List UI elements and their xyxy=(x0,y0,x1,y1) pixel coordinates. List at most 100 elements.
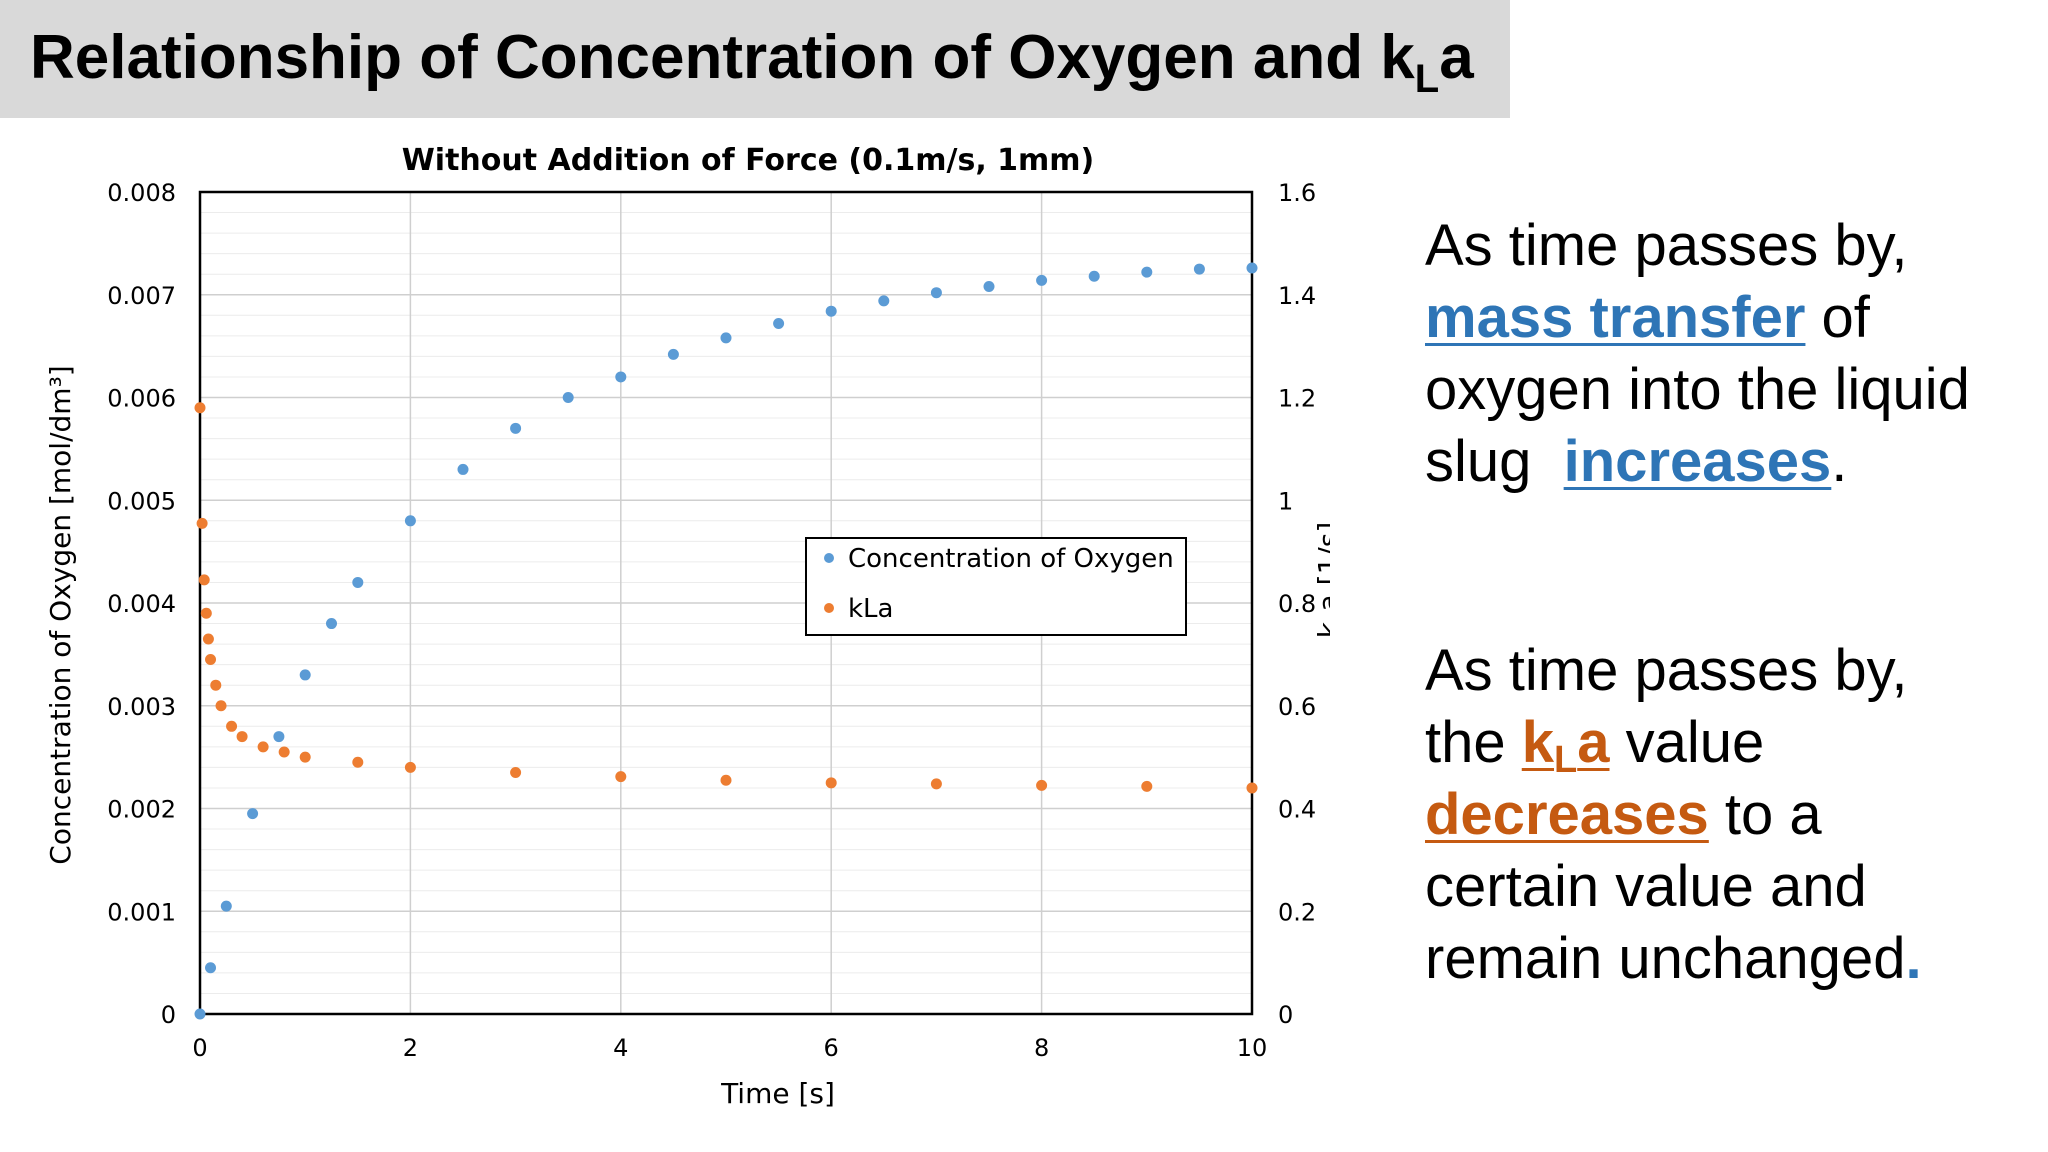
y-right-tick-label: 1.2 xyxy=(1278,385,1316,413)
page-title-subscript: L xyxy=(1414,57,1440,101)
data-point xyxy=(404,761,416,773)
data-point xyxy=(825,305,837,317)
x-tick-label: 2 xyxy=(403,1034,418,1062)
y-left-tick-label: 0.001 xyxy=(107,898,176,926)
data-point xyxy=(720,774,732,786)
highlight-kla-a: a xyxy=(1577,710,1610,775)
y-right-tick-label: 1 xyxy=(1278,487,1293,515)
data-point xyxy=(510,767,522,779)
grid-layer xyxy=(200,192,1252,1014)
y-right-axis-label: kLa [1/s] xyxy=(1312,522,1330,639)
y-left-tick-label: 0.003 xyxy=(107,693,176,721)
panel-2-line-1: As time passes by, xyxy=(1425,638,1908,703)
data-point xyxy=(825,777,837,789)
panel-1-line-2: mass transfer of xyxy=(1425,282,2025,354)
x-tick-label: 8 xyxy=(1034,1034,1049,1062)
highlight-decreases: decreases xyxy=(1425,782,1709,847)
data-point xyxy=(983,281,995,293)
data-point xyxy=(510,422,522,434)
data-point xyxy=(667,348,679,360)
panel-2-before-1: the xyxy=(1425,710,1522,775)
data-point xyxy=(200,607,212,619)
panel-1-line-1: As time passes by, xyxy=(1425,213,1908,278)
data-point xyxy=(1193,263,1205,275)
data-point xyxy=(198,574,210,586)
y-left-tick-label: 0.006 xyxy=(107,385,176,413)
series-kla xyxy=(194,402,1258,794)
data-point xyxy=(720,332,732,344)
x-tick-label: 4 xyxy=(613,1034,628,1062)
y-right-tick-label: 0.2 xyxy=(1278,898,1316,926)
panel-2-after-2: to a xyxy=(1708,782,1822,847)
y-left-tick-label: 0.008 xyxy=(107,179,176,207)
page-title-tail: a xyxy=(1439,23,1474,92)
data-point xyxy=(205,962,217,974)
legend-marker-oxygen xyxy=(824,553,834,563)
legend: Concentration of Oxygen kLa xyxy=(805,537,1187,636)
y-left-tick-label: 0.002 xyxy=(107,796,176,824)
series-oxygen xyxy=(194,262,1258,1020)
panel-1-after-2: . xyxy=(1831,429,1848,494)
data-point xyxy=(1036,779,1048,791)
legend-label-oxygen: Concentration of Oxygen xyxy=(848,544,1174,574)
data-point xyxy=(210,679,222,691)
data-point xyxy=(773,318,785,330)
panel-2-line-3: decreases to a xyxy=(1425,779,2025,851)
y-right-tick-label: 1.6 xyxy=(1278,179,1316,207)
data-point xyxy=(202,633,214,645)
plot-frame xyxy=(198,190,1254,1016)
panel-1-line-4: slug increases. xyxy=(1425,426,2025,498)
x-tick-label: 6 xyxy=(824,1034,839,1062)
data-point xyxy=(1246,782,1258,794)
panel-1-line-3: oxygen into the liquid xyxy=(1425,357,1970,422)
y-left-tick-label: 0.005 xyxy=(107,487,176,515)
data-point xyxy=(404,515,416,527)
panel-2-line-2: the kLa value xyxy=(1425,707,2025,779)
data-point xyxy=(326,618,337,630)
y-left-axis-label: Concentration of Oxygen [mol/dm³] xyxy=(44,365,77,864)
data-point xyxy=(352,576,364,588)
data-point xyxy=(1246,262,1258,274)
x-tick-label: 0 xyxy=(192,1034,207,1062)
data-point xyxy=(352,756,364,768)
data-point xyxy=(615,771,627,783)
page-title: Relationship of Concentration of Oxygen … xyxy=(30,22,1474,99)
tick-layer: 0 0.001 0.002 0.003 0.004 0.005 0.006 0.007 0.00… xyxy=(107,179,1316,1062)
data-point xyxy=(930,778,942,790)
legend-marker-kla xyxy=(824,603,834,613)
panel-2-line-5-text: remain unchanged xyxy=(1425,926,1906,991)
data-point xyxy=(226,720,238,732)
y-right-tick-label: 0.6 xyxy=(1278,693,1316,721)
data-point xyxy=(194,402,206,414)
chart-title: Without Addition of Force (0.1m/s, 1mm) xyxy=(402,143,1095,178)
panel-2-line-5: remain unchanged. xyxy=(1425,923,2025,995)
legend-box xyxy=(805,537,1187,636)
y-left-tick-label: 0.007 xyxy=(107,282,176,310)
panel-1-after-1: of xyxy=(1805,285,1870,350)
series-layer xyxy=(194,262,1258,1020)
y-left-tick-label: 0.004 xyxy=(107,590,176,618)
data-point xyxy=(215,700,227,712)
data-point xyxy=(205,654,217,666)
y-right-tick-label: 1.4 xyxy=(1278,282,1316,310)
data-point xyxy=(247,808,259,820)
title-bar: Relationship of Concentration of Oxygen … xyxy=(0,0,1510,118)
data-point xyxy=(273,731,285,743)
legend-label-kla: kLa xyxy=(848,594,893,624)
chart: 0 0.001 0.002 0.003 0.004 0.005 0.006 0.007 0.00… xyxy=(44,143,1330,1110)
y-right-label-tail: a [1/s] xyxy=(1312,522,1330,612)
data-point xyxy=(562,392,574,403)
data-point xyxy=(457,463,469,475)
data-point xyxy=(196,517,208,529)
text-panel-mass-transfer: As time passes by, mass transfer of oxyg… xyxy=(1425,210,2025,498)
y-right-label-sub: L xyxy=(1328,611,1330,622)
x-axis-label: Time [s] xyxy=(720,1077,835,1110)
panel-2-after-1: value xyxy=(1609,710,1765,775)
x-tick-label: 10 xyxy=(1237,1034,1268,1062)
y-right-tick-label: 0 xyxy=(1278,1001,1293,1029)
page-title-main: Relationship of Concentration of Oxygen … xyxy=(30,23,1415,92)
panel-1-before-2: slug xyxy=(1425,429,1564,494)
y-right-tick-label: 0.8 xyxy=(1278,590,1316,618)
highlight-mass-transfer: mass transfer xyxy=(1425,285,1806,350)
panel-2-final-dot: . xyxy=(1905,926,1922,991)
